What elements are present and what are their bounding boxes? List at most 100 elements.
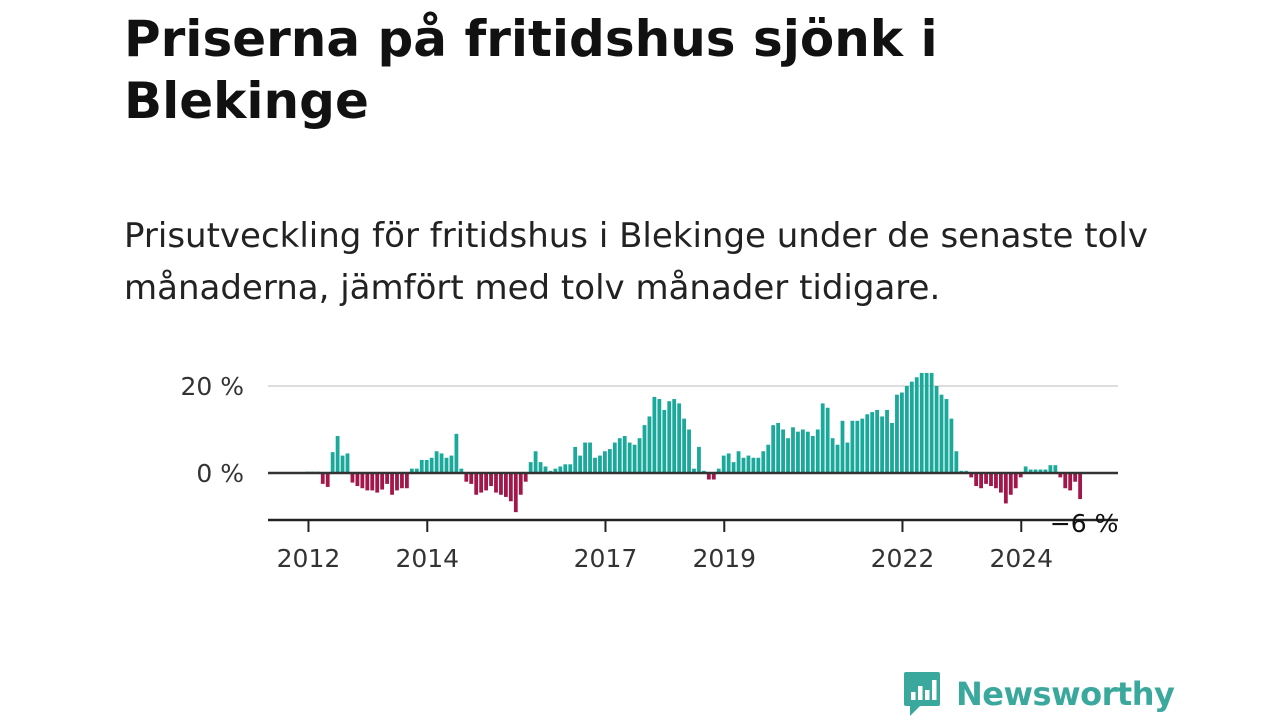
bar [558, 466, 563, 473]
bar [969, 473, 974, 478]
bar [726, 453, 731, 473]
bar [528, 462, 533, 474]
bar [721, 455, 726, 473]
bar [454, 433, 459, 473]
bar [900, 392, 904, 473]
bar [796, 431, 800, 473]
bar [1038, 469, 1043, 473]
bar [380, 473, 385, 490]
bar [355, 473, 360, 487]
bar [974, 473, 979, 487]
bar [994, 473, 998, 489]
bar [825, 407, 830, 473]
bar [573, 446, 578, 473]
bar [682, 418, 686, 473]
bar [553, 468, 558, 473]
bar [934, 386, 939, 473]
bar [756, 457, 761, 473]
bar [766, 444, 771, 473]
bar [1003, 473, 1008, 504]
newsworthy-logo-icon [904, 672, 940, 716]
x-axis-ticks: 2012 2014 2017 2019 2022 2024 [277, 520, 1053, 573]
y-tick-label: 20 % [180, 372, 244, 401]
bar [593, 457, 597, 473]
bar [924, 372, 929, 473]
bar [543, 466, 548, 473]
bar [325, 473, 330, 487]
bar [489, 473, 493, 487]
x-tick-label: 2012 [277, 544, 341, 573]
bar [667, 401, 672, 473]
bar [687, 429, 691, 473]
bar [810, 436, 815, 473]
bar [568, 464, 573, 473]
bar [508, 473, 513, 502]
bar [1018, 473, 1023, 478]
y-tick-label: 0 % [196, 459, 244, 488]
bar [395, 473, 399, 491]
bar [1068, 473, 1073, 491]
bar [598, 455, 602, 473]
bar [904, 386, 909, 473]
bar [746, 455, 751, 473]
bar [1043, 469, 1048, 473]
latest-value-label: −6 % [1050, 509, 1119, 538]
bar [588, 442, 592, 473]
bar [805, 431, 810, 473]
x-tick-label: 2014 [395, 544, 459, 573]
bar [870, 412, 875, 473]
bar [538, 462, 543, 474]
bar [875, 409, 880, 473]
bar [949, 418, 954, 473]
bar [1053, 465, 1058, 473]
bar [855, 420, 860, 473]
bar [776, 422, 781, 473]
bar [979, 473, 983, 489]
bar [504, 473, 508, 497]
annotations: −6 % [1050, 509, 1119, 538]
bar [617, 438, 622, 473]
bar [1013, 473, 1018, 489]
bar [603, 451, 607, 473]
bar [409, 468, 414, 473]
bar [697, 446, 701, 473]
bar [786, 438, 790, 473]
x-tick-label: 2024 [989, 544, 1053, 573]
bar [706, 473, 711, 480]
bar [459, 468, 464, 473]
x-axis [268, 471, 1118, 522]
bar [607, 449, 612, 473]
bar [513, 473, 518, 513]
bar [890, 422, 894, 473]
bar [563, 464, 568, 473]
bar [335, 436, 340, 473]
bar [1063, 473, 1068, 489]
bar [716, 468, 721, 473]
bar [820, 403, 825, 473]
bar [984, 473, 988, 484]
bar [365, 473, 370, 491]
bar [865, 414, 870, 473]
newsworthy-logo: Newsworthy [902, 670, 1175, 718]
bar [840, 420, 845, 473]
bar [612, 442, 617, 473]
bar [815, 429, 820, 473]
bar [390, 473, 394, 495]
bar [692, 468, 696, 473]
bar [929, 372, 934, 473]
bar [736, 451, 741, 473]
bar [449, 455, 454, 473]
bar [1048, 465, 1053, 473]
chart-subtitle: Prisutveckling för fritidshus i Blekinge… [124, 216, 1148, 308]
bar [1008, 473, 1013, 495]
bar [444, 457, 449, 473]
bar [523, 473, 528, 482]
bar [330, 452, 335, 473]
chart-title: Priserna på fritidshus sjönk i Blekinge [124, 10, 938, 130]
bar [1058, 473, 1063, 478]
bar [400, 473, 404, 489]
bar [781, 429, 785, 473]
bar [622, 436, 627, 473]
bar [464, 473, 469, 482]
bar [731, 462, 736, 474]
